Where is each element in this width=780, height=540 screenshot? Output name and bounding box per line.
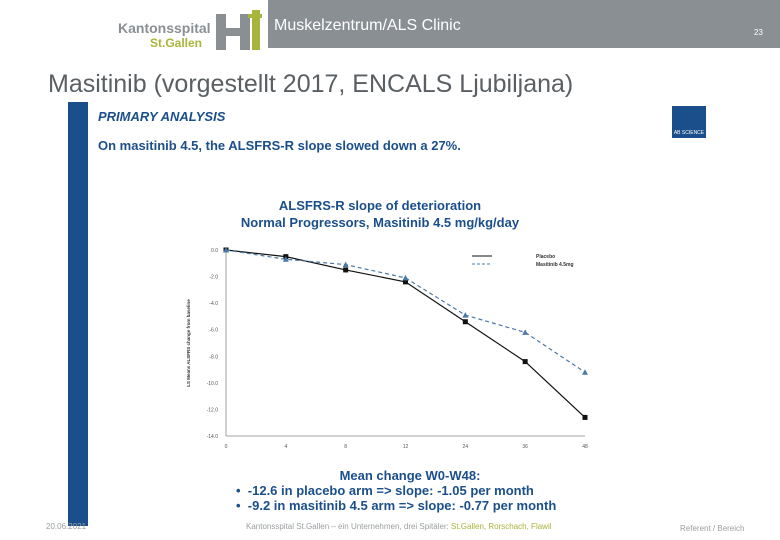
data-point [522, 329, 529, 335]
line-chart: 0.0-2.0-4.0-6.0-8.0-10.0-12.0-14.00 4 8 12 2… [186, 247, 588, 450]
page-number: 23 [754, 28, 763, 37]
x-tick-label: 24 [463, 444, 469, 450]
x-tick-label: 48 [582, 444, 588, 450]
bullet-2-text: -9.2 in masitinib 4.5 arm => slope: -0.7… [247, 498, 557, 513]
ab-science-logo-icon: AB SCIENCE [672, 106, 706, 138]
data-point [342, 261, 349, 268]
chart-title: ALSFRS-R slope of deterioration Normal P… [220, 197, 540, 231]
data-point [343, 267, 349, 273]
slide-image-panel [68, 102, 708, 526]
data-point [582, 414, 588, 420]
header-bar [268, 0, 780, 48]
data-point [282, 256, 289, 262]
footer-org-text: Kantonsspital St.Gallen – ein Unternehme… [246, 522, 449, 531]
data-point [223, 247, 229, 253]
y-tick-label: 0.0 [211, 248, 218, 254]
bullet-1: • -12.6 in placebo arm => slope: -1.05 p… [236, 483, 534, 498]
hospital-logo-icon [216, 10, 262, 50]
mean-title: Mean change W0-W48: [339, 468, 481, 483]
y-tick-label: -14.0 [207, 434, 219, 440]
logo-line1: Kantonsspital [118, 20, 211, 36]
data-point [403, 279, 408, 285]
legend-label: Masitinib 4.5mg [536, 262, 574, 268]
data-point [402, 274, 409, 281]
y-tick-label: -10.0 [207, 381, 219, 387]
data-point [582, 369, 588, 375]
x-tick-label: 12 [403, 444, 409, 450]
data-point [462, 312, 469, 318]
x-tick-label: 36 [522, 444, 528, 450]
footer-org: Kantonsspital St.Gallen – ein Unternehme… [246, 522, 552, 531]
y-tick-label: -6.0 [209, 328, 218, 334]
footer-date: 20.06.2021 [46, 522, 87, 531]
x-tick-label: 0 [225, 444, 228, 450]
y-tick-label: -8.0 [209, 354, 218, 360]
x-tick-label: 4 [284, 444, 287, 450]
side-strip [68, 102, 88, 526]
footer-org-links: St.Gallen, Rorschach, Flawil [451, 522, 552, 531]
chart-title-line1: ALSFRS-R slope of deterioration [278, 198, 482, 213]
primary-analysis-label: PRIMARY ANALYSIS [98, 109, 226, 124]
x-tick-label: 8 [344, 444, 347, 450]
mean-change-block: Mean change W0-W48: • -12.6 in placebo a… [200, 468, 580, 513]
chart-title-line2: Normal Progressors, Masitinib 4.5 mg/kg/… [240, 215, 520, 230]
series-line [225, 249, 586, 373]
legend-label: Placebo [536, 254, 555, 260]
y-tick-label: -12.0 [207, 407, 219, 413]
data-point [462, 319, 468, 325]
logo-line2: St.Gallen [150, 36, 203, 50]
slide-title: Masitinib (vorgestellt 2017, ENCALS Ljub… [48, 70, 574, 98]
footer-right: Referent / Bereich [680, 524, 745, 533]
headline: On masitinib 4.5, the ALSFRS-R slope slo… [98, 138, 461, 153]
data-point [522, 359, 528, 365]
y-tick-label: -2.0 [209, 275, 218, 281]
bullet-1-text: -12.6 in placebo arm => slope: -1.05 per… [247, 483, 534, 498]
bullet-2: • -9.2 in masitinib 4.5 arm => slope: -0… [236, 498, 557, 513]
y-tick-label: -4.0 [209, 301, 218, 307]
header-title: Muskelzentrum/ALS Clinic [274, 17, 461, 34]
y-axis-label: LS Means ALSFRS change from baseline [186, 299, 191, 387]
